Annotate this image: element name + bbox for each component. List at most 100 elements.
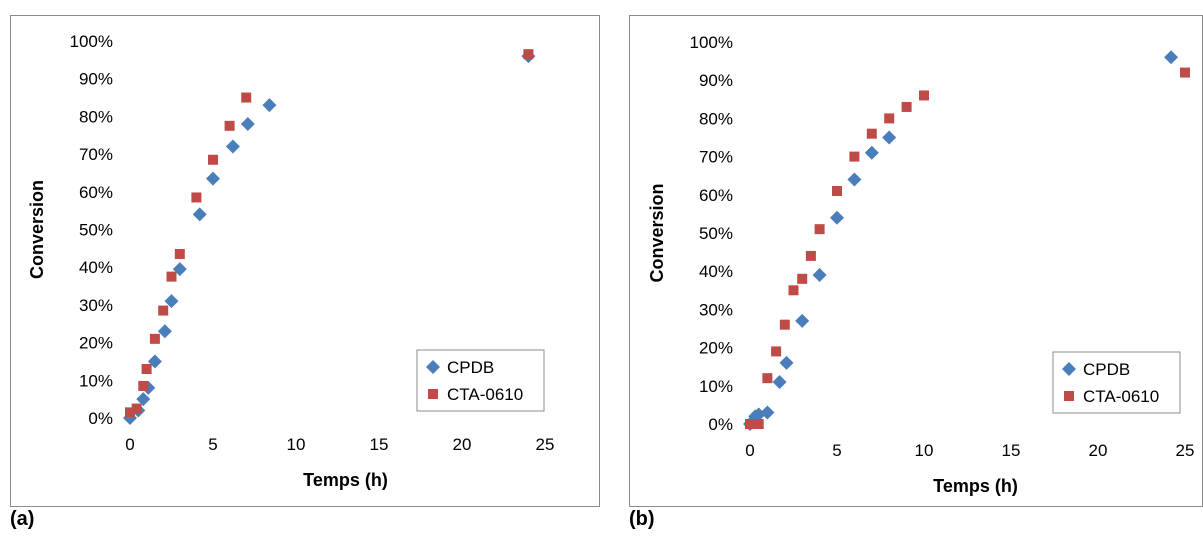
y-tick-label: 90%: [699, 71, 733, 90]
cta-0610-point: [901, 101, 912, 112]
cta-0610-point: [191, 192, 202, 203]
cta-0610-point: [125, 407, 135, 418]
scatter-chart-a: 0% 10% 20% 30% 40% 50% 60% 70% 80% 90% 100% 0 5 10 15 2…: [27, 32, 555, 490]
cta-0610-point: [523, 49, 534, 60]
x-tick-label: 15: [1002, 441, 1021, 460]
y-tick-label: 20%: [79, 334, 113, 353]
chart-frame: [629, 15, 1203, 507]
cpdb-point: [240, 116, 255, 131]
y-tick-label: 60%: [699, 186, 733, 205]
cpdb-point: [864, 145, 879, 160]
legend-marker: [1064, 391, 1074, 401]
y-tick-label: 50%: [699, 224, 733, 243]
x-tick-label: 5: [832, 441, 841, 460]
cpdb-point: [192, 207, 207, 222]
cpdb-point: [262, 98, 277, 113]
cta-0610-point: [771, 346, 782, 357]
legend-box: [416, 349, 545, 412]
y-tick-label: 80%: [699, 109, 733, 128]
x-tick-label: 25: [536, 435, 555, 454]
cpdb-point: [136, 392, 151, 407]
cta-0610-point: [832, 185, 842, 196]
cpdb-point: [1164, 50, 1179, 65]
cta-0610-point: [174, 249, 185, 260]
legend-label: CPDB: [447, 358, 494, 377]
panel-label: (b): [629, 508, 655, 530]
y-tick-label: 40%: [699, 262, 733, 281]
cta-0610-point: [866, 128, 877, 139]
cta-0610-point: [779, 319, 790, 330]
cpdb-point: [812, 268, 827, 283]
chart-panel-a: 0% 10% 20% 30% 40% 50% 60% 70% 80% 90% 100% 0 5 10 15 2…: [0, 0, 600, 538]
cta-0610-point: [849, 151, 860, 162]
y-axis-title: Conversion: [647, 183, 667, 282]
legend-marker: [1062, 362, 1076, 376]
cta-0610-point: [748, 419, 759, 429]
x-axis-title: Temps (h): [933, 476, 1018, 496]
legend-marker: [426, 360, 440, 374]
y-tick-label: 0%: [88, 409, 113, 428]
cpdb-point: [206, 171, 220, 186]
cpdb-point: [830, 210, 844, 225]
panel-label: (a): [10, 508, 35, 530]
cpdb-point: [760, 405, 775, 420]
cta-0610-point: [208, 154, 218, 165]
cta-0610-point: [884, 113, 895, 124]
legend-label: CTA-0610: [447, 385, 523, 404]
y-tick-label: 50%: [79, 221, 113, 240]
cta-0610-point: [149, 333, 160, 344]
scatter-chart-b: 0% 10% 20% 30% 40% 50% 60% 70% 80% 90% 100% 0 5 10 15 2…: [647, 33, 1195, 496]
cta-0610-point: [753, 419, 764, 429]
cta-0610-point: [797, 273, 808, 284]
cta-0610-point: [1180, 67, 1190, 78]
y-tick-label: 40%: [79, 258, 113, 277]
cpdb-point: [225, 139, 240, 154]
cpdb-point: [847, 172, 862, 187]
y-tick-label: 70%: [79, 145, 113, 164]
y-axis-title: Conversion: [27, 180, 47, 279]
cta-0610-point: [805, 250, 816, 261]
y-tick-label: 100%: [70, 32, 113, 51]
x-tick-label: 0: [745, 441, 754, 460]
chart-frame: [10, 15, 600, 507]
cta-0610-point: [241, 92, 252, 103]
cta-0610-point: [762, 373, 773, 384]
x-tick-label: 10: [287, 435, 306, 454]
y-tick-label: 30%: [699, 300, 733, 319]
cta-0610-point: [788, 285, 799, 296]
x-tick-label: 15: [370, 435, 389, 454]
cta-0610-point: [814, 224, 825, 235]
cpdb-point: [779, 355, 794, 370]
y-tick-label: 60%: [79, 183, 113, 202]
cta-0610-point: [224, 120, 235, 131]
y-tick-label: 80%: [79, 107, 113, 126]
x-tick-label: 25: [1176, 441, 1195, 460]
x-tick-label: 5: [208, 435, 217, 454]
x-axis-title: Temps (h): [303, 470, 388, 490]
chart-panel-b: 0% 10% 20% 30% 40% 50% 60% 70% 80% 90% 100% 0 5 10 15 2…: [620, 0, 1203, 538]
cta-0610-point: [138, 380, 149, 391]
cta-0610-point: [158, 305, 169, 316]
cta-0610-point: [131, 403, 142, 414]
cta-0610-point: [141, 363, 152, 374]
cpdb-point: [164, 294, 179, 309]
legend-box: [1052, 351, 1181, 414]
cpdb-point: [882, 130, 897, 145]
x-tick-label: 20: [1089, 441, 1108, 460]
cpdb-point: [795, 313, 810, 328]
cta-0610-point: [166, 271, 177, 282]
cta-0610-point: [919, 90, 929, 101]
y-tick-label: 10%: [79, 371, 113, 390]
legend-marker: [428, 389, 438, 399]
y-tick-label: 10%: [699, 377, 733, 396]
legend-label: CPDB: [1083, 360, 1130, 379]
y-tick-label: 100%: [690, 33, 733, 52]
y-tick-label: 30%: [79, 296, 113, 315]
y-tick-label: 90%: [79, 70, 113, 89]
cpdb-point: [751, 407, 766, 422]
x-tick-label: 10: [915, 441, 934, 460]
y-tick-label: 20%: [699, 339, 733, 358]
x-tick-label: 0: [125, 435, 134, 454]
legend-label: CTA-0610: [1083, 387, 1159, 406]
cpdb-point: [157, 324, 172, 339]
